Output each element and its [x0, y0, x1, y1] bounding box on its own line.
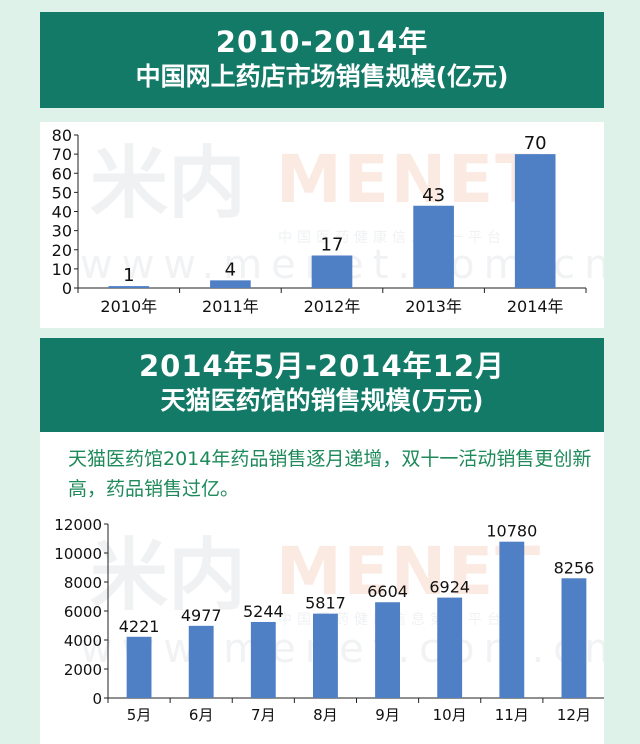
- chart1-svg: 米内MENET中国医药健康信息第一平台www.menet.com.cn01020…: [52, 126, 604, 316]
- chart1-category-label: 2011年: [202, 297, 259, 316]
- chart2-bar: [313, 613, 338, 698]
- chart1-data-label: 43: [422, 185, 445, 206]
- chart2-container: 米内MENET中国医药健康信息第一平台www.menet.com.cn02000…: [40, 512, 604, 744]
- chart2-y-tick-label: 8000: [64, 574, 102, 592]
- chart2-data-label: 6604: [367, 582, 408, 601]
- chart2-data-label: 4221: [119, 617, 160, 636]
- chart1-y-tick-label: 0: [62, 279, 72, 298]
- chart2-category-label: 9月: [375, 706, 400, 724]
- chart1-category-label: 2013年: [405, 297, 462, 316]
- chart1-y-tick-label: 80: [52, 126, 72, 145]
- chart1-y-tick-label: 10: [52, 260, 72, 279]
- chart2-title-banner: 2014年5月-2014年12月 天猫医药馆的销售规模(万元): [40, 338, 604, 432]
- chart2-bar: [499, 541, 525, 698]
- chart2-data-label: 4977: [181, 606, 222, 625]
- chart1-y-tick-label: 70: [52, 145, 72, 164]
- watermark-logo-en: MENET: [276, 141, 542, 218]
- chart1-data-label: 17: [321, 234, 344, 255]
- chart2-bar: [126, 636, 152, 698]
- chart2-title-period: 2014年5月-2014年12月: [139, 349, 505, 383]
- chart1-bar: [413, 205, 454, 288]
- chart2-y-tick-label: 4000: [64, 632, 102, 650]
- chart2-y-tick-label: 2000: [64, 661, 102, 679]
- description-box: 天猫医药馆2014年药品销售逐月递增，双十一活动销售更创新高，药品销售过亿。: [40, 432, 604, 512]
- watermark-logo-en: MENET: [276, 533, 542, 610]
- chart1-title-years: 2010-2014年: [215, 25, 429, 59]
- chart2-y-tick-label: 10000: [54, 545, 102, 563]
- chart2-bar: [188, 625, 214, 698]
- chart1-title-banner: 2010-2014年 中国网上药店市场销售规模(亿元): [40, 12, 604, 108]
- chart1-container: 米内MENET中国医药健康信息第一平台www.menet.com.cn01020…: [40, 122, 604, 328]
- chart1-bar: [108, 286, 150, 288]
- chart2-title: 天猫医药馆的销售规模(万元): [160, 386, 484, 415]
- chart2-bar: [437, 597, 463, 698]
- chart2-category-label: 10月: [433, 706, 467, 724]
- chart2-bar: [561, 578, 587, 698]
- watermark-logo-cn: 米内: [90, 139, 246, 229]
- chart2-category-label: 8月: [313, 706, 338, 724]
- description-text: 天猫医药馆2014年药品销售逐月递增，双十一活动销售更创新高，药品销售过亿。: [68, 448, 592, 500]
- chart1-bar: [311, 255, 353, 288]
- chart1-y-tick-label: 40: [52, 203, 72, 222]
- chart2-data-label: 5244: [243, 602, 284, 621]
- chart2-category-label: 11月: [495, 706, 529, 724]
- watermark-logo-cn: 米内: [90, 531, 246, 621]
- chart2-svg: 米内MENET中国医药健康信息第一平台www.menet.com.cn02000…: [54, 516, 604, 724]
- chart1-category-label: 2012年: [304, 297, 361, 316]
- chart1-category-label: 2010年: [100, 297, 157, 316]
- chart1-data-label: 70: [524, 133, 547, 154]
- chart2-y-tick-label: 6000: [64, 603, 102, 621]
- chart1-title: 中国网上药店市场销售规模(亿元): [135, 62, 509, 91]
- chart1-data-label: 4: [225, 259, 236, 280]
- chart2-data-label: 6924: [429, 578, 470, 597]
- chart1-y-tick-label: 20: [52, 241, 72, 260]
- chart2-data-label: 5817: [305, 594, 346, 613]
- chart2-category-label: 5月: [127, 706, 152, 724]
- chart2-data-label: 10780: [486, 522, 537, 541]
- chart2-category-label: 6月: [189, 706, 214, 724]
- chart1-bar: [514, 154, 556, 288]
- chart1-y-tick-label: 30: [52, 222, 72, 241]
- chart2-y-tick-label: 0: [92, 690, 102, 708]
- chart2-data-label: 8256: [554, 558, 595, 577]
- chart2-category-label: 7月: [251, 706, 276, 724]
- chart1-data-label: 1: [123, 265, 134, 286]
- chart2-y-tick-label: 12000: [54, 516, 102, 534]
- chart1-y-tick-label: 60: [52, 164, 72, 183]
- chart2-bar: [375, 602, 400, 698]
- chart2-category-label: 12月: [557, 706, 591, 724]
- chart1-y-tick-label: 50: [52, 183, 72, 202]
- chart2-bar: [250, 621, 276, 698]
- chart1-category-label: 2014年: [507, 297, 564, 316]
- chart1-bar: [210, 280, 251, 288]
